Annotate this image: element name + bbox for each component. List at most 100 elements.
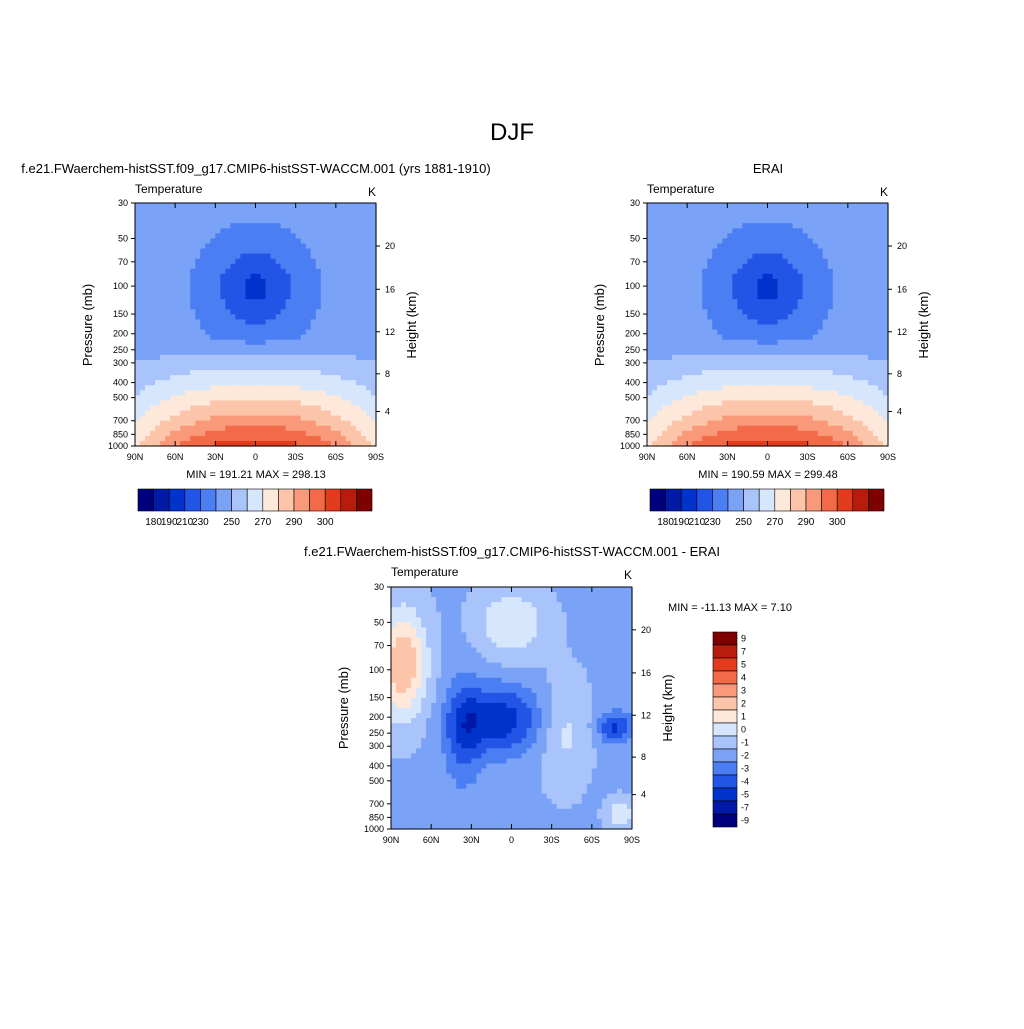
heatmap-cell [351,244,357,250]
heatmap-cell [175,390,181,396]
heatmap-cell [798,208,804,214]
heatmap-cell [321,385,327,391]
heatmap-cell [727,259,733,265]
heatmap-cell [722,406,728,412]
heatmap-cell [271,406,277,412]
heatmap-cell [261,223,267,229]
heatmap-cell [878,238,884,244]
heatmap-cell [401,658,407,664]
heatmap-cell [793,340,799,346]
heatmap-cell [210,289,216,295]
heatmap-cell [210,223,216,229]
heatmap-cell [245,279,251,285]
heatmap-cell [762,340,768,346]
heatmap-cell [707,411,713,417]
heatmap-cell [803,314,809,320]
heatmap-cell [677,355,683,361]
heatmap-cell [878,406,884,412]
heatmap-cell [747,406,753,412]
heatmap-cell [848,411,854,417]
heatmap-cell [316,390,322,396]
heatmap-cell [742,370,748,376]
heatmap-cell [843,238,849,244]
heatmap-cell [341,421,347,427]
heatmap-cell [185,325,191,331]
heatmap-cell [742,375,748,381]
y-tick-label: 1000 [108,441,128,451]
heatmap-cell [848,319,854,325]
heatmap-cell [677,345,683,351]
heatmap-cell [391,809,397,815]
heatmap-cell [863,314,869,320]
heatmap-cell [245,395,251,401]
heatmap-cell [306,411,312,417]
heatmap-cell [707,254,713,260]
heatmap-cell [276,208,282,214]
heatmap-cell [155,411,161,417]
heatmap-cell [165,284,171,290]
y-tick-label: 850 [113,429,128,439]
heatmap-cell [135,264,141,270]
heatmap-cell [843,380,849,386]
heatmap-cell [848,228,854,234]
heatmap-cell [165,436,171,442]
heatmap-cell [692,274,698,280]
heatmap-cell [833,279,839,285]
heatmap-cell [783,249,789,255]
heatmap-cell [225,431,231,437]
heatmap-cell [135,340,141,346]
heatmap-cell [662,385,668,391]
heatmap-cell [210,335,216,341]
heatmap-cell [406,653,412,659]
heatmap-cell [722,228,728,234]
heatmap-cell [336,325,342,331]
heatmap-cell [356,203,362,209]
heatmap-cell [366,218,372,224]
heatmap-cell [396,592,402,598]
heatmap-cell [155,279,161,285]
heatmap-cell [210,218,216,224]
heatmap-cell [878,294,884,300]
heatmap-cell [401,607,407,613]
y-tick-label: 500 [625,393,640,403]
heatmap-cell [783,218,789,224]
heatmap-cell [321,335,327,341]
heatmap-cell [356,309,362,315]
heatmap-cell [180,218,186,224]
heatmap-cell [783,289,789,295]
heatmap-cell [240,203,246,209]
heatmap-cell [863,264,869,270]
heatmap-cell [803,294,809,300]
heatmap-cell [808,223,814,229]
heatmap-cell [752,259,758,265]
heatmap-cell [361,380,367,386]
heatmap-cell [341,365,347,371]
heatmap-cell [331,264,337,270]
heatmap-cell [301,254,307,260]
heatmap-cell [316,365,322,371]
heatmap-cell [818,370,824,376]
heatmap-cell [271,264,277,270]
heatmap-cell [356,314,362,320]
heatmap-cell [230,233,236,239]
heatmap-cell [768,385,774,391]
heatmap-cell [722,218,728,224]
heatmap-cell [737,259,743,265]
heatmap-cell [225,249,231,255]
heatmap-cell [788,365,794,371]
heatmap-cell [732,436,738,442]
heatmap-cell [712,279,718,285]
heatmap-cell [843,249,849,255]
heatmap-cell [266,350,272,356]
heatmap-cell [707,264,713,270]
heatmap-cell [803,365,809,371]
heatmap-cell [737,350,743,356]
heatmap-cell [396,648,402,654]
heatmap-cell [180,289,186,295]
heatmap-cell [818,238,824,244]
heatmap-cell [687,345,693,351]
heatmap-cell [858,319,864,325]
heatmap-cell [657,274,663,280]
heatmap-cell [291,411,297,417]
colorbar-label: 300 [829,517,846,528]
